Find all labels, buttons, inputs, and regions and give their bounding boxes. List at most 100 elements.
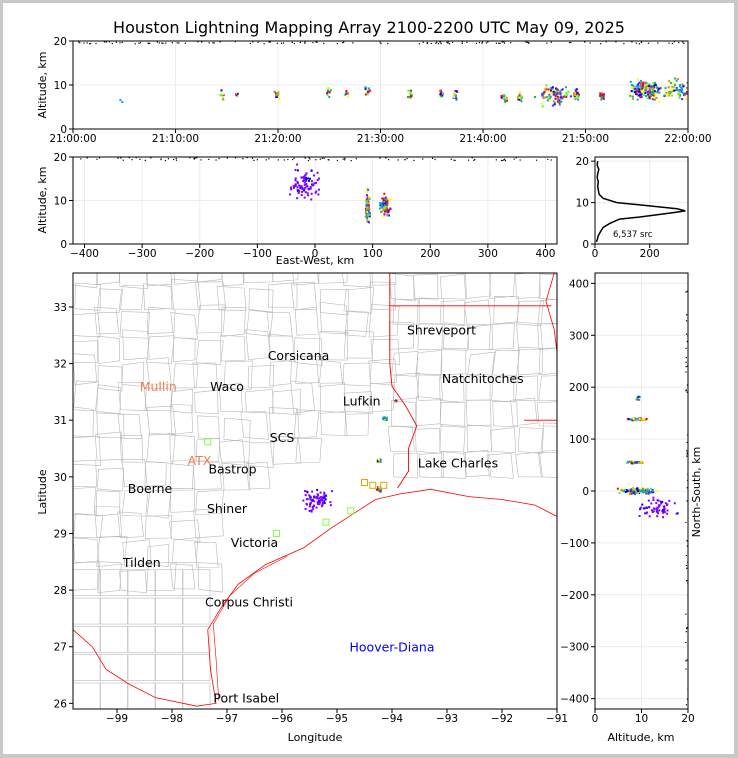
source-point (367, 195, 370, 198)
county-outline (146, 306, 176, 334)
source-point (636, 98, 639, 101)
source-point (369, 89, 372, 92)
high-altitude-noise (678, 42, 680, 44)
source-point (367, 201, 370, 204)
source-point (565, 91, 568, 94)
source-point (576, 94, 579, 97)
source-point (601, 94, 604, 97)
source-point (650, 94, 653, 97)
y-tick-label: 30 (54, 472, 67, 484)
source-point (366, 89, 369, 92)
high-altitude-noise (422, 158, 424, 160)
source-point (439, 90, 442, 93)
high-altitude-noise (253, 159, 255, 161)
coastline (73, 488, 557, 707)
source-point (648, 83, 651, 86)
source-point (304, 186, 307, 189)
county-outline (295, 437, 322, 463)
x-tick-label: 0 (312, 248, 319, 260)
high-altitude-noise (282, 42, 285, 44)
high-altitude-noise (461, 42, 463, 44)
county-outline (343, 391, 374, 415)
source-point (658, 87, 661, 90)
high-altitude-noise (485, 42, 487, 44)
parish-outline (486, 452, 514, 479)
high-altitude-noise (535, 159, 538, 161)
source-point (520, 100, 523, 103)
source-point (677, 89, 680, 92)
source-point (300, 176, 303, 179)
source-point (377, 458, 380, 461)
source-point (276, 92, 279, 95)
high-altitude-noise (686, 384, 688, 386)
source-point (686, 92, 688, 95)
high-altitude-noise (139, 158, 141, 160)
source-point (455, 90, 458, 93)
source-point (644, 81, 647, 84)
county-outline (155, 569, 183, 597)
high-altitude-noise (426, 42, 428, 45)
county-outline (169, 434, 196, 462)
county-outline (100, 654, 128, 681)
source-point (329, 504, 332, 507)
high-altitude-noise (103, 41, 106, 43)
source-point (320, 505, 323, 508)
high-altitude-noise (387, 42, 389, 45)
high-altitude-noise (89, 42, 92, 45)
source-point (627, 492, 630, 495)
lma-station-marker (361, 479, 368, 487)
lma-station-marker (273, 529, 280, 537)
source-point (518, 93, 521, 96)
high-altitude-noise (379, 157, 381, 159)
high-altitude-noise (234, 157, 237, 159)
figure-background (3, 3, 734, 754)
county-outline (146, 405, 176, 436)
source-point (293, 185, 296, 188)
source-point (624, 490, 627, 493)
high-altitude-noise (344, 159, 346, 161)
county-outline (221, 461, 251, 491)
source-point (638, 461, 641, 464)
high-altitude-noise (171, 42, 173, 44)
high-altitude-noise (450, 158, 452, 160)
high-altitude-noise (178, 42, 180, 44)
source-point (519, 90, 522, 93)
county-outline (370, 338, 401, 365)
high-altitude-noise (256, 159, 258, 161)
source-point (301, 186, 304, 189)
mississippi-river (545, 273, 557, 353)
county-outline (96, 273, 120, 285)
source-point (367, 211, 370, 214)
county-outline (170, 488, 195, 513)
source-point (661, 510, 664, 513)
source-point (387, 211, 390, 214)
parish-outline (439, 376, 465, 403)
source-point (694, 89, 696, 91)
source-point (657, 499, 660, 502)
high-altitude-noise (686, 314, 688, 316)
source-point (323, 496, 326, 499)
source-point (365, 190, 368, 193)
source-point (534, 95, 537, 98)
source-point (554, 95, 557, 98)
source-point (294, 184, 297, 187)
county-outline (182, 597, 211, 625)
source-point (368, 212, 371, 215)
source-point (376, 488, 379, 491)
source-point (639, 91, 642, 94)
high-altitude-noise (467, 159, 470, 161)
source-point (549, 88, 552, 91)
source-point (300, 194, 303, 197)
high-altitude-noise (319, 158, 321, 160)
high-altitude-noise (342, 158, 344, 160)
county-outline (73, 560, 99, 591)
county-outline (120, 284, 145, 311)
y-tick-label: −200 (560, 590, 589, 602)
county-outline (73, 654, 101, 681)
source-point (629, 460, 632, 463)
source-point (561, 88, 564, 91)
source-point (364, 207, 367, 210)
source-point (657, 512, 660, 515)
source-point (367, 197, 370, 200)
source-point (311, 490, 314, 493)
